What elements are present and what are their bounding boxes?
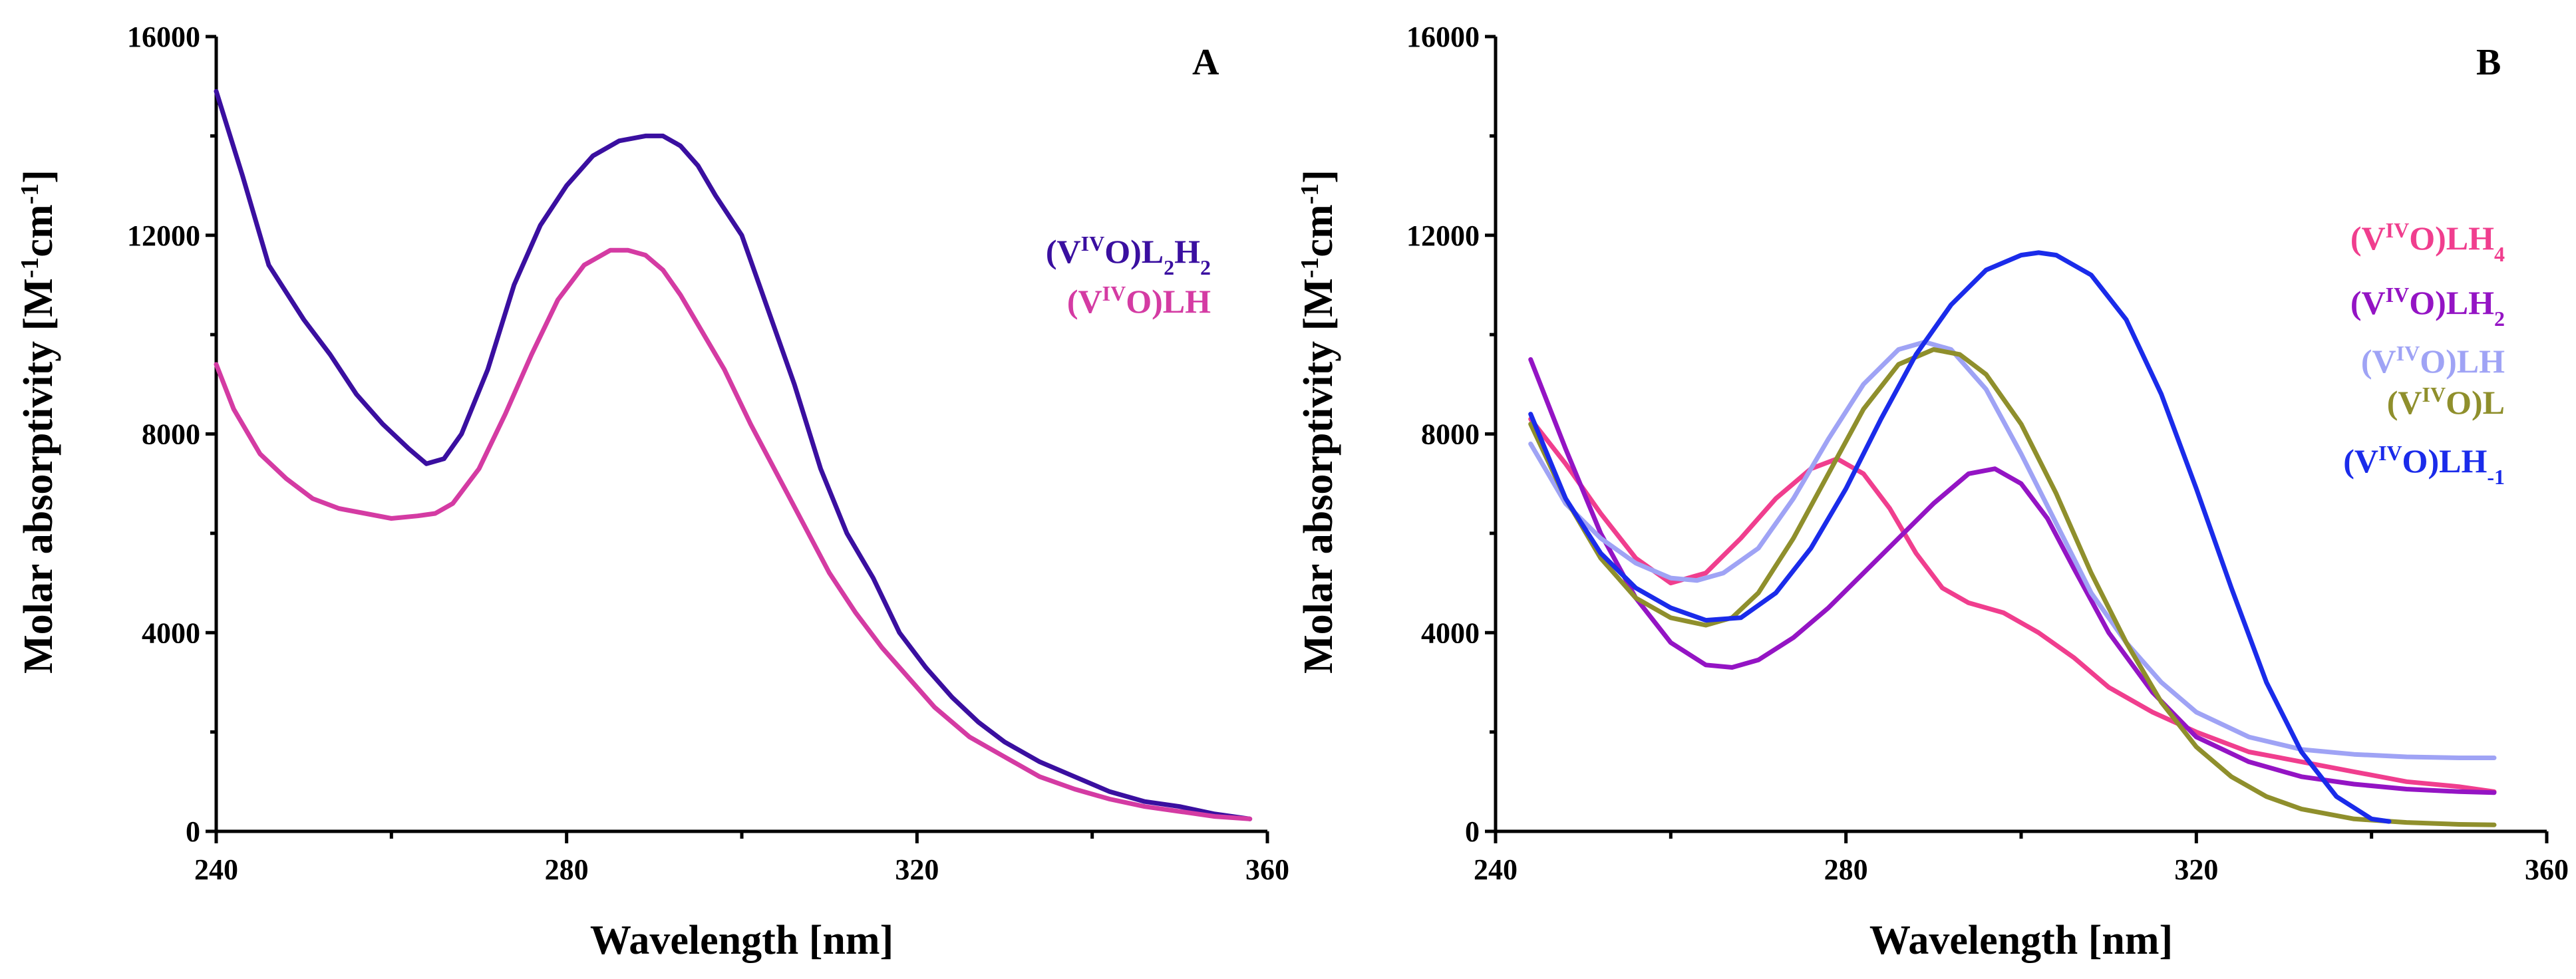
panel-a-y-tick-label: 0 bbox=[186, 815, 200, 848]
panel-b-series bbox=[1528, 250, 2497, 827]
panel-a-y-title-part: Molar absorptivity [M bbox=[16, 278, 61, 674]
panel-a-legend: (VIVO)L2H2(VIVO)LH bbox=[1046, 231, 1211, 320]
panel-a-y-title-part: ] bbox=[16, 170, 61, 184]
panel-a-x-tick-label: 280 bbox=[545, 853, 589, 886]
panel-a-x-axis-title: Wavelength [nm] bbox=[590, 918, 893, 963]
panel-b-legend: (VIVO)LH4 (VIVO)LH2 (VIVO)LH(VIVO)L (VIVO)L… bbox=[2343, 218, 2505, 489]
panel-b-x-tick-label: 360 bbox=[2525, 853, 2569, 886]
panel-a-x-tick-label: 360 bbox=[1245, 853, 1289, 886]
panel-b-x-tick-label: 240 bbox=[1474, 853, 1518, 886]
panel-b-y-title-part: cm bbox=[1296, 204, 1341, 257]
panel-b-y-axis-title: Molar absorptivity [M-1cm-1] bbox=[1296, 170, 1341, 674]
panel-a-axes: 0 4000 8000 12000 16000 240 280 320 360 bbox=[127, 21, 1289, 886]
panel-b: 0 4000 8000 12000 16000 240 280 320 360 B (VIVO)… bbox=[1296, 21, 2569, 963]
panel-b-series-line-5 bbox=[1528, 250, 2392, 824]
panel-a-y-tick-label: 12000 bbox=[127, 219, 200, 252]
panel-b-legend-label-1: (VIVO)LH4 bbox=[2350, 218, 2505, 266]
panel-a-series bbox=[214, 88, 1253, 821]
panel-b-series-line-4 bbox=[1528, 347, 2497, 827]
panel-b-legend-label-2: (VIVO)LH2 bbox=[2350, 283, 2505, 331]
panel-a-y-axis-title: Molar absorptivity [M-1cm-1] bbox=[16, 170, 61, 674]
panel-b-axes: 0 4000 8000 12000 16000 240 280 320 360 bbox=[1406, 21, 2569, 886]
panel-a-legend-label-2: (VIVO)LH bbox=[1067, 281, 1211, 320]
panel-a-y-tick-label: 8000 bbox=[142, 418, 200, 451]
panel-b-y-title-part: -1 bbox=[1296, 184, 1324, 205]
panel-b-y-tick-label: 12000 bbox=[1406, 219, 1480, 252]
panel-a-series-line-2 bbox=[214, 247, 1253, 821]
panel-a: 0 4000 8000 12000 16000 240 280 320 360 A (VIVO)… bbox=[16, 21, 1289, 963]
panel-b-x-tick-label: 320 bbox=[2174, 853, 2218, 886]
panel-b-letter: B bbox=[2476, 42, 2501, 83]
panel-b-y-tick-label: 0 bbox=[1465, 815, 1480, 848]
panel-b-y-tick-label: 4000 bbox=[1421, 617, 1480, 649]
panel-b-series-line-3 bbox=[1528, 339, 2497, 760]
panel-b-y-tick-label: 16000 bbox=[1406, 21, 1480, 53]
panel-b-legend-label-5: (VIVO)LH-1 bbox=[2343, 441, 2505, 489]
panel-b-legend-label-4: (VIVO)L bbox=[2387, 382, 2505, 421]
panel-a-letter: A bbox=[1192, 42, 1219, 83]
panel-a-y-tick-label: 16000 bbox=[127, 21, 200, 53]
panel-b-legend-label-3: (VIVO)LH bbox=[2361, 341, 2505, 380]
panel-a-y-tick-label: 4000 bbox=[142, 617, 200, 649]
panel-a-x-tick-label: 240 bbox=[194, 853, 238, 886]
panel-a-legend-label-1: (VIVO)L2H2 bbox=[1046, 231, 1211, 279]
panel-a-x-tick-label: 320 bbox=[895, 853, 939, 886]
panel-b-series-line-2 bbox=[1528, 357, 2497, 795]
panel-a-y-title-part: -1 bbox=[16, 184, 44, 205]
panel-b-x-tick-label: 280 bbox=[1824, 853, 1868, 886]
panel-a-series-line-1 bbox=[214, 88, 1253, 821]
panel-b-y-tick-label: 8000 bbox=[1421, 418, 1480, 451]
panel-a-y-title-part: cm bbox=[16, 204, 61, 257]
panel-b-y-title-part: Molar absorptivity [M bbox=[1296, 278, 1341, 674]
panel-b-y-title-part: ] bbox=[1296, 170, 1341, 184]
panel-b-x-axis-title: Wavelength [nm] bbox=[1869, 918, 2173, 963]
panel-b-y-title-part: -1 bbox=[1296, 257, 1324, 279]
panel-a-y-title-part: -1 bbox=[16, 257, 44, 279]
